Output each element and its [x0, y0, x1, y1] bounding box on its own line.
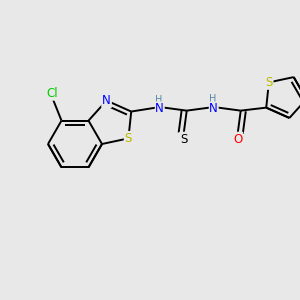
Text: N: N: [155, 102, 164, 115]
Text: O: O: [233, 133, 242, 146]
Text: H: H: [208, 94, 216, 104]
Text: S: S: [125, 132, 132, 145]
Text: H: H: [154, 94, 162, 105]
Text: N: N: [102, 94, 111, 107]
Text: S: S: [265, 76, 273, 89]
Text: S: S: [180, 133, 188, 146]
Text: Cl: Cl: [47, 87, 58, 100]
Text: N: N: [209, 102, 218, 115]
